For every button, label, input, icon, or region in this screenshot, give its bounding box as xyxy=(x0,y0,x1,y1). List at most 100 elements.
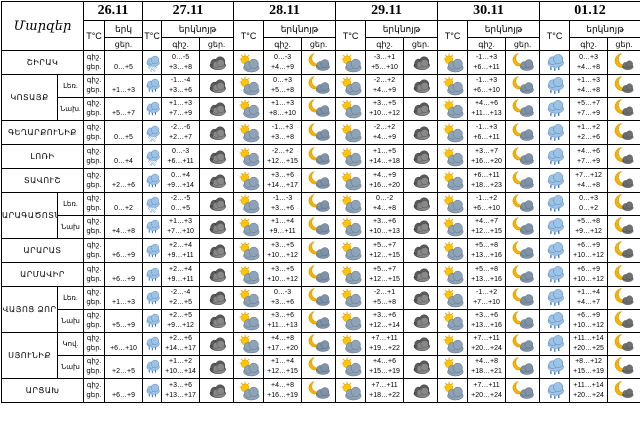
sun-cloud-icon xyxy=(336,193,365,215)
day-icon-cell xyxy=(540,263,570,287)
moon-cloud-icon xyxy=(302,146,335,168)
night-icon-cell xyxy=(200,379,234,403)
night-icon-cell xyxy=(404,75,438,98)
temp-range: 0…+3+4…+8 xyxy=(570,51,608,75)
temp-range: +3…+6+12…+14 xyxy=(366,310,404,333)
day-icon-cell xyxy=(438,169,468,193)
moon-icon xyxy=(608,98,640,120)
sun-cloud-icon xyxy=(336,380,365,402)
subregion-label: Լեռ. xyxy=(58,75,84,98)
day-icon-cell xyxy=(540,75,570,98)
moon-cloud-icon xyxy=(302,170,335,192)
night-icon-cell xyxy=(302,169,336,193)
night-icon-cell xyxy=(506,169,540,193)
cloud-dark-icon xyxy=(404,75,437,97)
night-icon-cell xyxy=(608,193,640,216)
sun-cloud-icon xyxy=(234,356,263,378)
temp-range: +6…+10 xyxy=(105,333,143,356)
day-icon-cell xyxy=(540,287,570,310)
sun-cloud-icon xyxy=(234,146,263,168)
night-subheader: գիշ. xyxy=(570,38,608,51)
night-icon-cell xyxy=(302,239,336,263)
night-icon-cell xyxy=(200,98,234,121)
night-icon-cell xyxy=(608,98,640,121)
sun-cloud-icon xyxy=(336,333,365,355)
cloud-dark-icon xyxy=(200,356,233,378)
cloud-dark-icon xyxy=(200,170,233,192)
day-icon-cell xyxy=(234,379,264,403)
temp-range: -1…+3+6…+11 xyxy=(468,51,506,75)
cloud-dark-icon xyxy=(200,52,233,74)
temp-range: +7…+11+19…+22 xyxy=(366,333,404,356)
day-icon-cell xyxy=(336,333,366,356)
moon-cloud-icon xyxy=(302,52,335,74)
sun-cloud-icon xyxy=(336,52,365,74)
temp-range: +7…+11+20…+24 xyxy=(468,333,506,356)
temp-range: +5…+8+13…+16 xyxy=(468,239,506,263)
temp-range: +5…+7+12…+15 xyxy=(366,263,404,287)
day-icon-cell xyxy=(438,75,468,98)
sun-cloud-icon xyxy=(234,98,263,120)
rain-cloud-icon xyxy=(143,75,161,97)
night-icon-cell xyxy=(608,310,640,333)
moon-icon xyxy=(608,287,640,309)
day-icon-cell xyxy=(438,263,468,287)
cloud-dark-icon xyxy=(404,333,437,355)
weather-icon-cell xyxy=(143,75,162,98)
temp-range: +4…+8+16…+19 xyxy=(264,379,302,403)
precip-header: երկնոյթ xyxy=(162,21,234,38)
region-name: ՍՅՈՒՆԻՔ xyxy=(2,333,58,379)
night-icon-cell xyxy=(506,310,540,333)
temp-range: 0…+5 xyxy=(105,121,143,145)
cloud-dark-icon xyxy=(200,98,233,120)
moon-cloud-icon xyxy=(302,287,335,309)
day-icon-cell xyxy=(234,263,264,287)
date-header: 01.12 xyxy=(540,2,640,21)
temp-range: +2…+4+9…+11 xyxy=(162,263,200,287)
sun-cloud-icon xyxy=(234,216,263,238)
night-icon-cell xyxy=(302,121,336,145)
temp-range: +2…+5 xyxy=(105,356,143,379)
rain-cloud-icon xyxy=(540,146,569,168)
temp-range: +1…+3+8…+10 xyxy=(264,98,302,121)
date-header: 27.11 xyxy=(143,2,234,21)
night-icon-cell xyxy=(506,263,540,287)
day-icon-cell xyxy=(234,239,264,263)
temp-range: -1…+3+3…+8 xyxy=(264,121,302,145)
date-header: 30.11 xyxy=(438,2,540,21)
sun-cloud-icon xyxy=(336,310,365,332)
temp-range: +6…+9 xyxy=(105,379,143,403)
night-icon-cell xyxy=(404,98,438,121)
sun-cloud-icon xyxy=(438,170,467,192)
rain-cloud-icon xyxy=(540,216,569,238)
sun-cloud-icon xyxy=(234,193,263,215)
night-icon-cell xyxy=(506,75,540,98)
temp-range: +1…+3 xyxy=(105,75,143,98)
rain-cloud-icon xyxy=(143,240,161,262)
subregion-label: Լեռ. xyxy=(58,287,84,310)
sun-cloud-icon xyxy=(336,75,365,97)
day-icon-cell xyxy=(336,75,366,98)
cloud-dark-icon xyxy=(404,146,437,168)
temp-range: +8…+12+15…+19 xyxy=(570,356,608,379)
region-name: ԱՐԱԳԱԾՈՏՆ xyxy=(2,193,58,239)
night-icon-cell xyxy=(302,193,336,216)
cloud-dark-icon xyxy=(404,287,437,309)
night-icon-cell xyxy=(200,145,234,169)
day-icon-cell xyxy=(438,98,468,121)
temp-range: -1…-3+3…+6 xyxy=(264,193,302,216)
temp-range: +1…+3+7…+9 xyxy=(162,98,200,121)
rain-cloud-icon xyxy=(143,216,161,238)
night-day-label: գիշ.ցեր. xyxy=(84,333,105,356)
sun-cloud-icon xyxy=(234,240,263,262)
moon-icon xyxy=(608,356,640,378)
temp-range: -1…+2+6…+10 xyxy=(468,193,506,216)
night-icon-cell xyxy=(200,51,234,75)
sun-cloud-icon xyxy=(234,310,263,332)
temp-range: -2…-6+2…+7 xyxy=(162,121,200,145)
